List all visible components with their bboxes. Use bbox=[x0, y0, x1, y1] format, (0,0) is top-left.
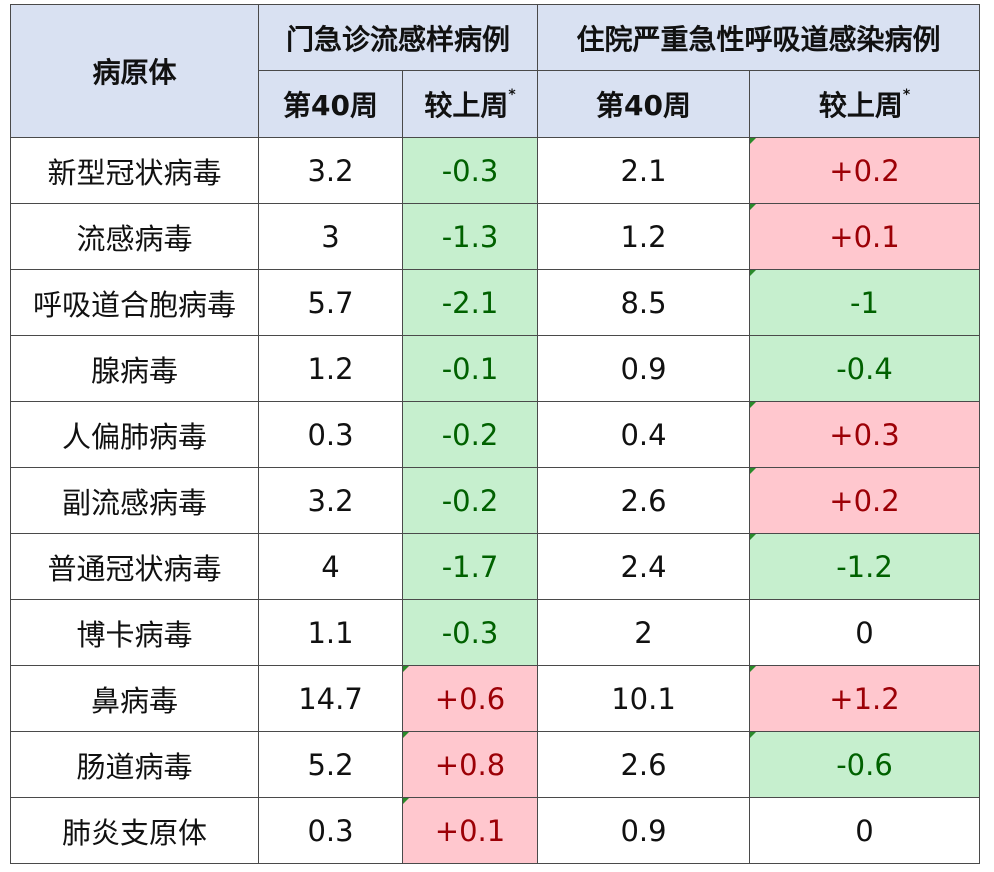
table-row: 博卡病毒 1.1 -0.3 2 0 bbox=[10, 599, 980, 666]
pathogen-cell[interactable]: 呼吸道合胞病毒 bbox=[10, 269, 259, 336]
outpatient-change-cell[interactable]: -0.1 bbox=[402, 335, 538, 402]
outpatient-change-cell[interactable]: -2.1 bbox=[402, 269, 538, 336]
outpatient-change-cell[interactable]: -0.2 bbox=[402, 467, 538, 534]
pathogen-cell[interactable]: 肺炎支原体 bbox=[10, 797, 259, 864]
inpatient-group-header[interactable]: 住院严重急性呼吸道感染病例 bbox=[537, 4, 980, 71]
footnote-marker: * bbox=[902, 86, 911, 103]
pathogen-cell[interactable]: 腺病毒 bbox=[10, 335, 259, 402]
outpatient-change-cell[interactable]: +0.6 bbox=[402, 665, 538, 732]
outpatient-change-cell[interactable]: +0.1 bbox=[402, 797, 538, 864]
table-row: 肠道病毒 5.2 +0.8 2.6 -0.6 bbox=[10, 731, 980, 798]
inpatient-change-cell[interactable]: -0.4 bbox=[749, 335, 980, 402]
inpatient-change-cell[interactable]: 0 bbox=[749, 797, 980, 864]
table-row: 人偏肺病毒 0.3 -0.2 0.4 +0.3 bbox=[10, 401, 980, 468]
outpatient-group-header[interactable]: 门急诊流感样病例 bbox=[258, 4, 538, 71]
outpatient-change-cell[interactable]: -0.3 bbox=[402, 137, 538, 204]
spreadsheet: 病原体 门急诊流感样病例 住院严重急性呼吸道感染病例 第40周 较上周* 第40… bbox=[10, 4, 980, 864]
inpatient-change-header[interactable]: 较上周* bbox=[749, 70, 980, 138]
inpatient-week-cell[interactable]: 2.1 bbox=[537, 137, 750, 204]
outpatient-week-cell[interactable]: 0.3 bbox=[258, 797, 403, 864]
inpatient-week-cell[interactable]: 2 bbox=[537, 599, 750, 666]
inpatient-change-cell[interactable]: +0.1 bbox=[749, 203, 980, 270]
table-row: 呼吸道合胞病毒 5.7 -2.1 8.5 -1 bbox=[10, 269, 980, 336]
pathogen-table: 病原体 门急诊流感样病例 住院严重急性呼吸道感染病例 第40周 较上周* 第40… bbox=[10, 4, 980, 864]
outpatient-week-cell[interactable]: 3.2 bbox=[258, 137, 403, 204]
outpatient-week-cell[interactable]: 14.7 bbox=[258, 665, 403, 732]
inpatient-change-cell[interactable]: +0.3 bbox=[749, 401, 980, 468]
inpatient-week-cell[interactable]: 10.1 bbox=[537, 665, 750, 732]
pathogen-cell[interactable]: 肠道病毒 bbox=[10, 731, 259, 798]
inpatient-week-cell[interactable]: 0.9 bbox=[537, 797, 750, 864]
outpatient-change-cell[interactable]: -1.7 bbox=[402, 533, 538, 600]
table-row: 鼻病毒 14.7 +0.6 10.1 +1.2 bbox=[10, 665, 980, 732]
outpatient-week-cell[interactable]: 1.2 bbox=[258, 335, 403, 402]
change-label: 较上周 bbox=[818, 89, 903, 122]
pathogen-cell[interactable]: 副流感病毒 bbox=[10, 467, 259, 534]
outpatient-change-cell[interactable]: -0.2 bbox=[402, 401, 538, 468]
table-row: 新型冠状病毒 3.2 -0.3 2.1 +0.2 bbox=[10, 137, 980, 204]
inpatient-change-cell[interactable]: +1.2 bbox=[749, 665, 980, 732]
pathogen-cell[interactable]: 博卡病毒 bbox=[10, 599, 259, 666]
outpatient-week-cell[interactable]: 0.3 bbox=[258, 401, 403, 468]
table-row: 流感病毒 3 -1.3 1.2 +0.1 bbox=[10, 203, 980, 270]
outpatient-change-cell[interactable]: +0.8 bbox=[402, 731, 538, 798]
inpatient-change-cell[interactable]: +0.2 bbox=[749, 137, 980, 204]
table-body: 新型冠状病毒 3.2 -0.3 2.1 +0.2 流感病毒 3 -1.3 1.2 +0.1 呼吸道合… bbox=[10, 137, 980, 864]
pathogen-cell[interactable]: 新型冠状病毒 bbox=[10, 137, 259, 204]
outpatient-week-cell[interactable]: 3 bbox=[258, 203, 403, 270]
pathogen-cell[interactable]: 鼻病毒 bbox=[10, 665, 259, 732]
table-row: 肺炎支原体 0.3 +0.1 0.9 0 bbox=[10, 797, 980, 864]
inpatient-week-cell[interactable]: 2.4 bbox=[537, 533, 750, 600]
table-row: 腺病毒 1.2 -0.1 0.9 -0.4 bbox=[10, 335, 980, 402]
pathogen-column-header[interactable]: 病原体 bbox=[10, 4, 259, 138]
inpatient-week-cell[interactable]: 0.4 bbox=[537, 401, 750, 468]
outpatient-week-cell[interactable]: 1.1 bbox=[258, 599, 403, 666]
outpatient-week-cell[interactable]: 5.7 bbox=[258, 269, 403, 336]
table-row: 副流感病毒 3.2 -0.2 2.6 +0.2 bbox=[10, 467, 980, 534]
footnote-marker: * bbox=[508, 86, 516, 103]
pathogen-cell[interactable]: 人偏肺病毒 bbox=[10, 401, 259, 468]
pathogen-cell[interactable]: 普通冠状病毒 bbox=[10, 533, 259, 600]
inpatient-change-cell[interactable]: -1 bbox=[749, 269, 980, 336]
change-label: 较上周 bbox=[424, 89, 509, 122]
inpatient-week-header[interactable]: 第40周 bbox=[537, 70, 750, 138]
inpatient-change-cell[interactable]: 0 bbox=[749, 599, 980, 666]
inpatient-week-cell[interactable]: 2.6 bbox=[537, 467, 750, 534]
outpatient-change-cell[interactable]: -1.3 bbox=[402, 203, 538, 270]
outpatient-change-cell[interactable]: -0.3 bbox=[402, 599, 538, 666]
inpatient-week-cell[interactable]: 8.5 bbox=[537, 269, 750, 336]
outpatient-week-cell[interactable]: 3.2 bbox=[258, 467, 403, 534]
outpatient-change-header[interactable]: 较上周* bbox=[402, 70, 538, 138]
inpatient-change-cell[interactable]: +0.2 bbox=[749, 467, 980, 534]
outpatient-week-cell[interactable]: 4 bbox=[258, 533, 403, 600]
outpatient-week-cell[interactable]: 5.2 bbox=[258, 731, 403, 798]
inpatient-change-cell[interactable]: -1.2 bbox=[749, 533, 980, 600]
table-row: 普通冠状病毒 4 -1.7 2.4 -1.2 bbox=[10, 533, 980, 600]
inpatient-week-cell[interactable]: 0.9 bbox=[537, 335, 750, 402]
pathogen-cell[interactable]: 流感病毒 bbox=[10, 203, 259, 270]
outpatient-week-header[interactable]: 第40周 bbox=[258, 70, 403, 138]
inpatient-week-cell[interactable]: 2.6 bbox=[537, 731, 750, 798]
inpatient-week-cell[interactable]: 1.2 bbox=[537, 203, 750, 270]
inpatient-change-cell[interactable]: -0.6 bbox=[749, 731, 980, 798]
